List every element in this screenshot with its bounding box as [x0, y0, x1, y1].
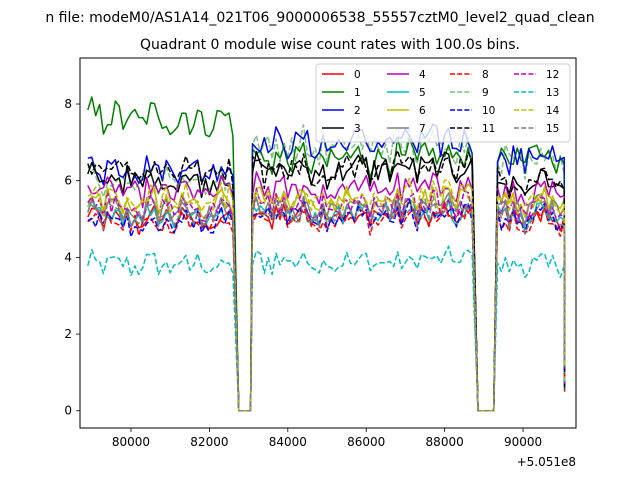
legend-label-11: 11	[482, 123, 495, 135]
y-tick-label: 6	[64, 174, 72, 188]
figure-suptitle: n file: modeM0/AS1A14_021T06_9000006538_…	[45, 10, 594, 26]
series-line-8	[87, 203, 566, 412]
series-line-15	[87, 194, 566, 412]
x-axis-offset-text: +5.051e8	[517, 455, 576, 469]
legend-label-13: 13	[546, 87, 559, 99]
y-tick-label: 2	[64, 327, 72, 341]
y-tick-label: 4	[64, 250, 72, 264]
legend-label-14: 14	[546, 105, 560, 117]
x-axis: 80000 82000 84000 86000 88000 90000	[112, 428, 542, 449]
x-tick-label: 90000	[504, 435, 542, 449]
x-tick-label: 86000	[347, 435, 385, 449]
legend-label-5: 5	[419, 87, 426, 99]
legend-label-3: 3	[354, 123, 361, 135]
legend-frame	[315, 63, 571, 143]
legend-label-10: 10	[482, 105, 495, 117]
x-tick-label: 84000	[269, 435, 307, 449]
series-line-13	[87, 245, 566, 412]
legend-label-0: 0	[354, 69, 361, 81]
y-tick-label: 0	[64, 404, 72, 418]
x-tick-label: 88000	[426, 435, 464, 449]
y-axis: 0 2 4 6 8	[64, 97, 80, 418]
legend-label-7: 7	[419, 123, 426, 135]
plot-axes-frame	[79, 57, 577, 429]
legend-label-8: 8	[482, 69, 489, 81]
legend-label-12: 12	[546, 69, 559, 81]
legend-label-6: 6	[419, 105, 426, 117]
series-line-9	[87, 124, 566, 412]
legend-label-4: 4	[419, 69, 426, 81]
chart-title: Quadrant 0 module wise count rates with …	[140, 37, 520, 53]
plot-series-layer	[87, 96, 566, 412]
x-tick-label: 80000	[112, 435, 150, 449]
series-line-11	[87, 149, 566, 412]
x-tick-label: 82000	[190, 435, 228, 449]
legend-label-9: 9	[482, 87, 489, 99]
legend-label-1: 1	[354, 87, 361, 99]
legend-label-15: 15	[546, 123, 559, 135]
legend-label-2: 2	[354, 105, 361, 117]
y-tick-label: 8	[64, 97, 72, 111]
